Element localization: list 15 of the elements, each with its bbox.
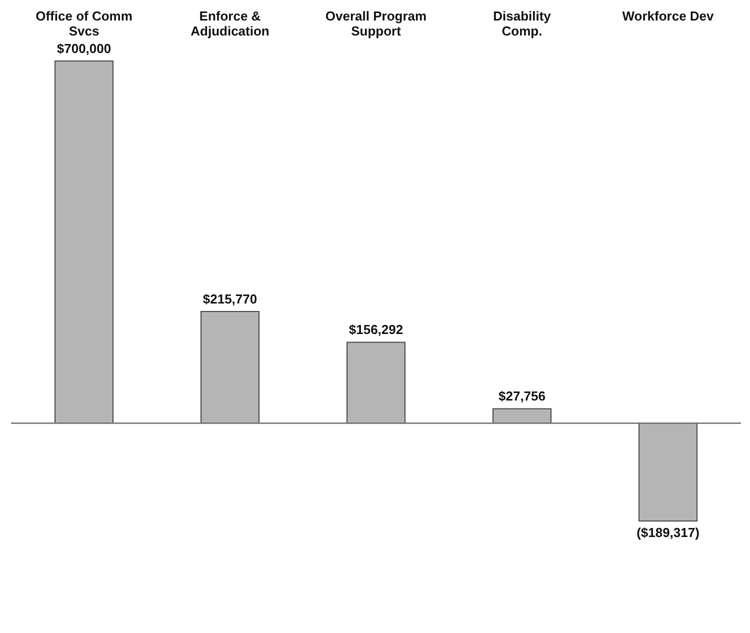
x-tick-label: Office of Comm Svcs xyxy=(36,8,132,38)
bar xyxy=(54,60,114,424)
x-tick-label: Enforce & Adjudication xyxy=(190,8,270,38)
x-tick-label: Disability Comp. xyxy=(493,8,552,38)
data-label: $700,000 xyxy=(56,41,112,56)
bar xyxy=(492,408,552,424)
x-tick-label: Overall Program Support xyxy=(325,8,427,38)
data-label: $215,770 xyxy=(202,291,258,306)
data-label: ($189,317) xyxy=(636,525,700,540)
bar xyxy=(638,422,698,522)
data-label: $27,756 xyxy=(498,388,546,404)
x-tick-label: Workforce Dev xyxy=(622,8,715,24)
bar xyxy=(346,342,406,424)
data-label: $156,292 xyxy=(348,322,404,338)
bar xyxy=(200,310,260,424)
